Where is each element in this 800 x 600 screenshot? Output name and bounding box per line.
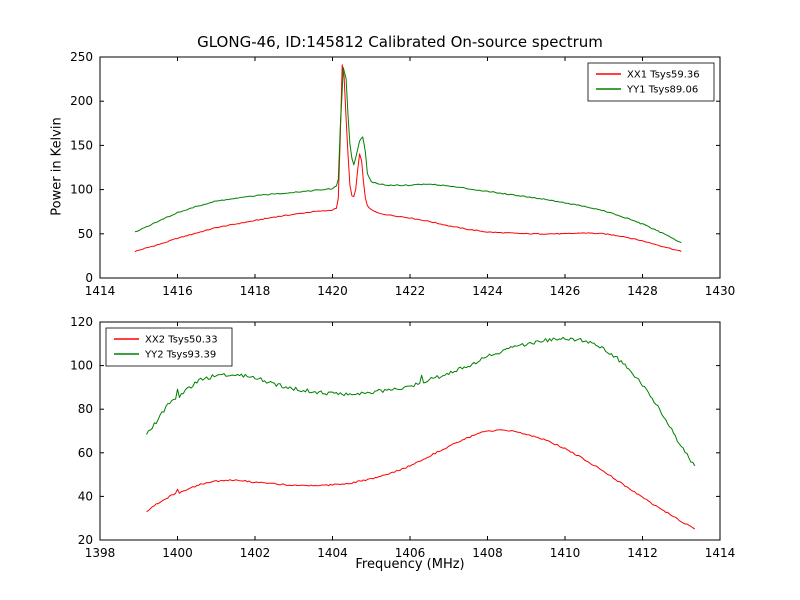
x-tick-label: 1404 <box>317 546 348 560</box>
y-tick-label: 40 <box>78 489 93 503</box>
series-line <box>134 67 682 244</box>
x-tick-label: 1428 <box>627 284 658 298</box>
legend-label: XX1 Tsys59.36 <box>627 70 700 81</box>
legend-box <box>105 327 233 367</box>
x-tick-label: 1424 <box>472 284 503 298</box>
y-tick-label: 250 <box>70 50 93 64</box>
chart-title: GLONG-46, ID:145812 Calibrated On-source… <box>197 33 603 51</box>
y-axis-label: Power in Kelvin <box>49 117 65 216</box>
y-tick-label: 60 <box>78 446 93 460</box>
x-tick-label: 1430 <box>705 284 736 298</box>
series-line <box>146 336 696 467</box>
series-line <box>146 429 696 530</box>
y-tick-label: 50 <box>78 227 93 241</box>
x-tick-label: 1414 <box>85 284 116 298</box>
plot-area <box>146 336 696 530</box>
x-tick-label: 1398 <box>85 546 116 560</box>
legend-box <box>587 62 715 102</box>
series-line <box>134 64 682 253</box>
legend-label: YY2 Tsys93.39 <box>144 350 216 361</box>
x-tick-label: 1400 <box>162 546 193 560</box>
x-axis-label: Frequency (MHz) <box>355 557 465 572</box>
legend-label: YY1 Tsys89.06 <box>626 85 698 96</box>
y-tick-label: 100 <box>70 183 93 197</box>
x-tick-label: 1414 <box>705 546 736 560</box>
x-tick-label: 1416 <box>162 284 193 298</box>
x-tick-label: 1406 <box>395 546 426 560</box>
y-tick-label: 100 <box>70 359 93 373</box>
x-tick-label: 1420 <box>317 284 348 298</box>
x-tick-label: 1422 <box>395 284 426 298</box>
x-tick-label: 1402 <box>240 546 271 560</box>
y-tick-label: 0 <box>85 271 93 285</box>
x-tick-label: 1418 <box>240 284 271 298</box>
y-tick-label: 80 <box>78 402 93 416</box>
y-tick-label: 200 <box>70 94 93 108</box>
y-tick-label: 20 <box>78 533 93 547</box>
x-tick-label: 1410 <box>550 546 581 560</box>
x-tick-label: 1408 <box>472 546 503 560</box>
y-tick-label: 150 <box>70 138 93 152</box>
legend-label: XX2 Tsys50.33 <box>145 335 218 346</box>
x-tick-label: 1412 <box>627 546 658 560</box>
plot-area <box>134 64 682 253</box>
x-tick-label: 1426 <box>550 284 581 298</box>
y-tick-label: 120 <box>70 315 93 329</box>
